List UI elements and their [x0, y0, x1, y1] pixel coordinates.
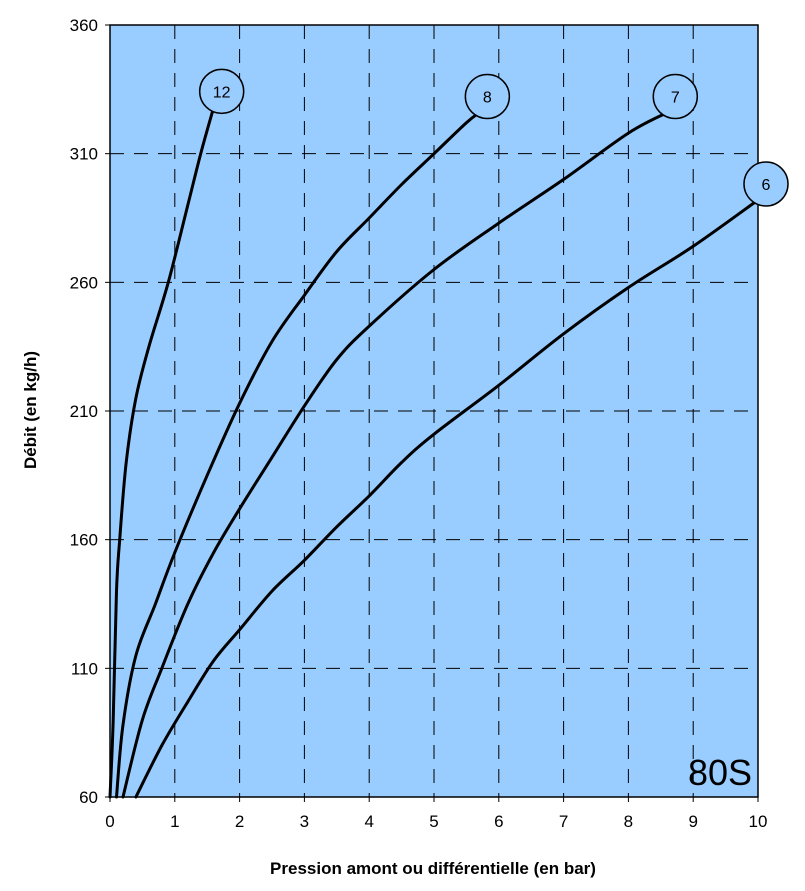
y-axis-title: Débit (en kg/h): [21, 351, 40, 469]
y-tick-label: 160: [70, 531, 98, 550]
curve-label-7: 7: [671, 89, 680, 106]
curve-12: [108, 105, 216, 799]
curve-labels: 12 8 7 6: [198, 68, 789, 207]
curve-8: [115, 111, 481, 799]
y-tick-label: 60: [79, 788, 98, 807]
curve-label-circle: [743, 161, 789, 207]
x-tick-label: 0: [105, 812, 114, 831]
x-tick-label: 1: [170, 812, 179, 831]
curve-6: [134, 198, 760, 799]
x-axis-title: Pression amont ou différentielle (en bar…: [270, 859, 596, 878]
curve-label-circle: [464, 73, 511, 120]
x-tick-label: 7: [559, 812, 568, 831]
x-tick-label: 2: [235, 812, 244, 831]
curve-label-8: 8: [483, 89, 492, 106]
curve-label-circle: [652, 73, 699, 120]
curve-label-12: 12: [213, 84, 231, 101]
x-tick-labels: 0 1 2 3 4 5 6 7 8 9 10: [105, 812, 767, 831]
x-tick-label: 10: [749, 812, 768, 831]
x-tick-label: 4: [364, 812, 373, 831]
y-tick-label: 310: [70, 145, 98, 164]
x-tick-label: 9: [688, 812, 697, 831]
x-tick-label: 6: [494, 812, 503, 831]
x-tick-label: 5: [429, 812, 438, 831]
y-tick-label: 110: [71, 659, 98, 678]
y-tick-labels: 60 110 160 210 260 310 360: [70, 16, 98, 807]
y-tick-label: 260: [70, 273, 98, 292]
curves: [108, 105, 760, 799]
curve-label-circle: [198, 68, 245, 115]
curve-label-6: 6: [762, 177, 771, 194]
curve-7: [121, 111, 669, 799]
x-tick-label: 8: [624, 812, 633, 831]
y-tick-label: 210: [70, 402, 98, 421]
grid: [110, 25, 758, 797]
axis-ticks: [105, 24, 759, 802]
x-tick-label: 3: [300, 812, 309, 831]
y-tick-label: 360: [70, 16, 98, 35]
model-badge: 80S: [688, 752, 752, 793]
